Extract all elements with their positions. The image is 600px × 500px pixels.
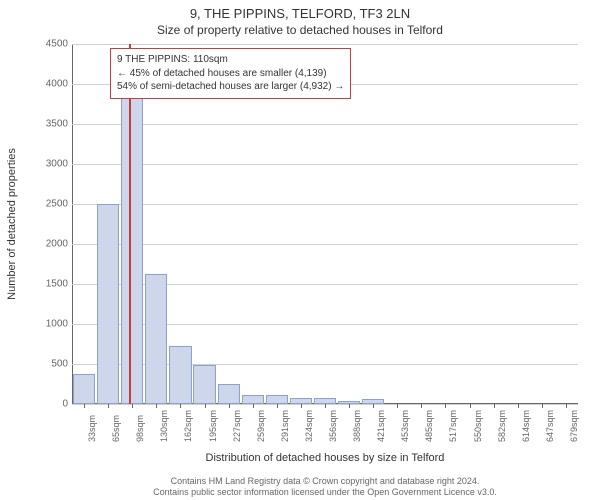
x-tick-mark <box>84 404 85 408</box>
x-tick-label: 195sqm <box>208 410 218 442</box>
x-tick-mark <box>566 404 567 408</box>
x-tick-label: 550sqm <box>473 410 483 442</box>
histogram-bar <box>169 346 191 404</box>
x-axis: Distribution of detached houses by size … <box>72 404 578 460</box>
y-tick-label: 4000 <box>38 79 68 90</box>
x-tick-mark <box>229 404 230 408</box>
histogram-bar <box>193 365 215 404</box>
histogram-bar <box>73 374 95 404</box>
x-tick-mark <box>542 404 543 408</box>
info-box-line: ← 45% of detached houses are smaller (4,… <box>117 67 344 81</box>
y-tick-label: 0 <box>38 399 68 410</box>
y-axis-label: Number of detached properties <box>6 148 18 300</box>
x-tick-mark <box>301 404 302 408</box>
y-tick-label: 4500 <box>38 39 68 50</box>
info-box-line: 54% of semi-detached houses are larger (… <box>117 80 344 94</box>
histogram-bar <box>242 395 264 404</box>
histogram-bar <box>145 274 167 404</box>
x-tick-mark <box>397 404 398 408</box>
gridline <box>72 124 578 125</box>
x-tick-mark <box>421 404 422 408</box>
info-box: 9 THE PIPPINS: 110sqm← 45% of detached h… <box>110 48 351 99</box>
x-tick-label: 33sqm <box>87 415 97 442</box>
x-tick-mark <box>156 404 157 408</box>
info-box-line: 9 THE PIPPINS: 110sqm <box>117 53 344 67</box>
x-tick-mark <box>108 404 109 408</box>
y-tick-label: 3000 <box>38 159 68 170</box>
x-tick-mark <box>518 404 519 408</box>
x-tick-label: 324sqm <box>304 410 314 442</box>
histogram-bar <box>266 395 288 404</box>
x-tick-mark <box>132 404 133 408</box>
x-tick-label: 98sqm <box>135 415 145 442</box>
histogram-bar <box>218 384 240 404</box>
x-axis-label: Distribution of detached houses by size … <box>72 452 578 464</box>
x-tick-label: 130sqm <box>159 410 169 442</box>
y-axis: 050010001500200025003000350040004500 <box>38 44 72 404</box>
x-tick-mark <box>180 404 181 408</box>
copyright-line-1: Contains HM Land Registry data © Crown c… <box>72 476 578 487</box>
x-tick-mark <box>325 404 326 408</box>
x-tick-label: 291sqm <box>280 410 290 442</box>
chart-title-main: 9, THE PIPPINS, TELFORD, TF3 2LN <box>0 0 600 21</box>
x-tick-label: 65sqm <box>111 415 121 442</box>
x-tick-label: 356sqm <box>328 410 338 442</box>
x-tick-mark <box>470 404 471 408</box>
x-tick-label: 517sqm <box>448 410 458 442</box>
x-tick-mark <box>277 404 278 408</box>
x-tick-label: 421sqm <box>376 410 386 442</box>
copyright-line-2: Contains public sector information licen… <box>72 487 578 498</box>
x-tick-mark <box>445 404 446 408</box>
y-tick-label: 3500 <box>38 119 68 130</box>
x-tick-mark <box>494 404 495 408</box>
x-tick-mark <box>373 404 374 408</box>
gridline <box>72 44 578 45</box>
copyright-text: Contains HM Land Registry data © Crown c… <box>72 476 578 498</box>
x-tick-label: 259sqm <box>256 410 266 442</box>
x-tick-mark <box>349 404 350 408</box>
y-tick-label: 500 <box>38 359 68 370</box>
x-tick-label: 453sqm <box>400 410 410 442</box>
x-tick-mark <box>205 404 206 408</box>
histogram-bar <box>97 204 119 404</box>
x-tick-label: 227sqm <box>232 410 242 442</box>
x-tick-label: 485sqm <box>424 410 434 442</box>
gridline <box>72 244 578 245</box>
x-tick-mark <box>253 404 254 408</box>
y-tick-label: 1500 <box>38 279 68 290</box>
gridline <box>72 204 578 205</box>
y-tick-label: 1000 <box>38 319 68 330</box>
x-tick-label: 388sqm <box>352 410 362 442</box>
x-tick-label: 679sqm <box>569 410 579 442</box>
x-tick-label: 647sqm <box>545 410 555 442</box>
y-tick-label: 2000 <box>38 239 68 250</box>
x-tick-label: 614sqm <box>521 410 531 442</box>
histogram-bar <box>121 76 143 404</box>
gridline <box>72 164 578 165</box>
x-tick-label: 582sqm <box>497 410 507 442</box>
x-tick-label: 162sqm <box>183 410 193 442</box>
y-tick-label: 2500 <box>38 199 68 210</box>
chart-title-sub: Size of property relative to detached ho… <box>0 21 600 41</box>
y-axis-line <box>72 44 73 404</box>
